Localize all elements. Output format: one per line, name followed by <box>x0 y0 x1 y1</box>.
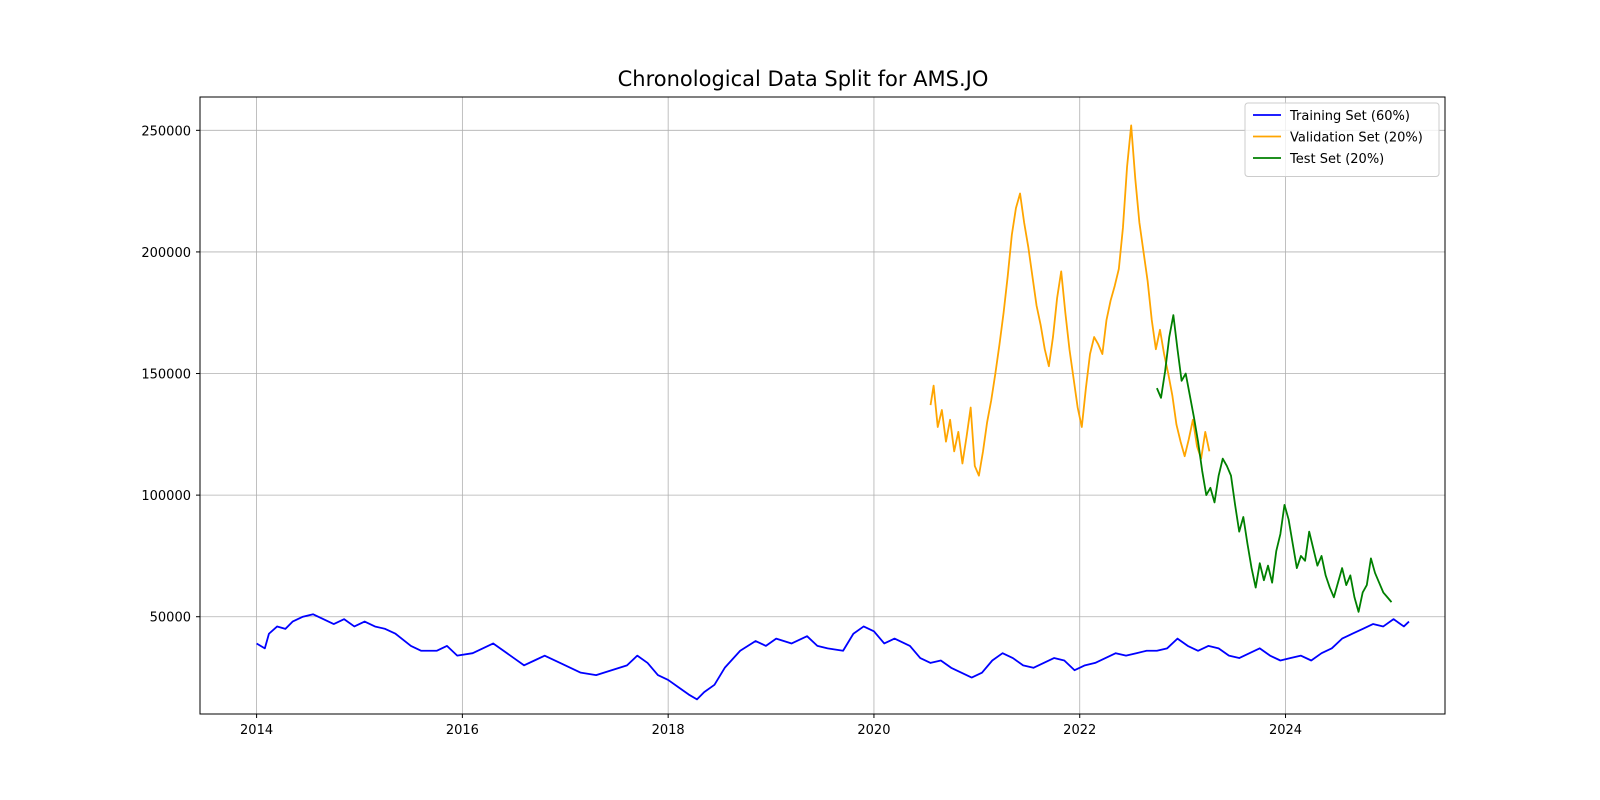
x-tick-label: 2018 <box>652 723 685 738</box>
y-tick-label: 50000 <box>150 611 191 626</box>
y-axis: 50000 100000 150000 200000 250000 <box>141 124 200 626</box>
series-line-2 <box>929 124 1211 477</box>
legend-box <box>1244 102 1440 177</box>
y-tick-label: 100000 <box>141 489 191 504</box>
chart-title: Chronological Data Split for AMS.JO <box>618 67 989 91</box>
y-tick-label: 150000 <box>141 368 191 383</box>
series-layer <box>256 124 1410 701</box>
legend-label: Training Set (60%) <box>1289 109 1410 124</box>
legend: Training Set (60%) Validation Set (20%) Te… <box>1244 102 1440 177</box>
legend-label: Validation Set (20%) <box>1290 131 1423 146</box>
x-tick-label: 2022 <box>1063 723 1096 738</box>
plot-frame <box>199 96 1446 715</box>
x-tick-label: 2024 <box>1269 723 1302 738</box>
y-tick-label: 250000 <box>141 124 191 139</box>
series-line-3 <box>1156 314 1393 613</box>
x-axis: 2014 2016 2018 2020 2022 2024 <box>240 714 1302 738</box>
x-tick-label: 2014 <box>240 723 273 738</box>
x-tick-label: 2020 <box>857 723 890 738</box>
x-tick-label: 2016 <box>446 723 479 738</box>
grid <box>200 97 1445 714</box>
series-line-1 <box>256 613 1410 701</box>
legend-label: Test Set (20%) <box>1289 152 1384 167</box>
y-tick-label: 200000 <box>141 246 191 261</box>
